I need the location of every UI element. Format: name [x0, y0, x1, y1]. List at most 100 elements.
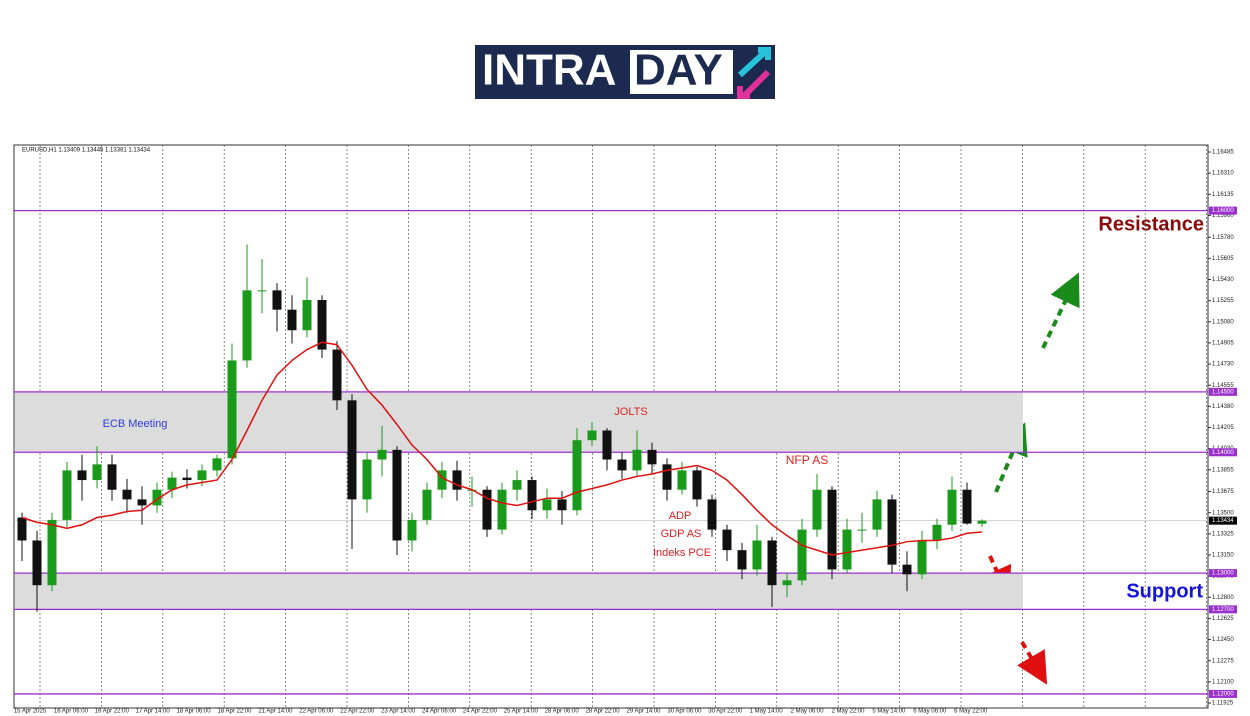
- x-tick-label: 16 Apr 06:00: [54, 709, 89, 715]
- level-tag: [1209, 387, 1237, 396]
- x-tick-label: 23 Apr 14:00: [381, 709, 416, 715]
- arrow: [1017, 640, 1048, 685]
- candle-body: [827, 489, 837, 570]
- candle-body: [737, 550, 747, 570]
- y-tick-label: 1.15430: [1212, 277, 1234, 283]
- x-tick-label: 1 May 14:00: [750, 709, 784, 715]
- x-tick-label: 5 May 14:00: [872, 709, 906, 715]
- candle-body: [392, 449, 402, 541]
- candle-body: [362, 459, 372, 500]
- y-tick-label: 1.13855: [1212, 467, 1234, 473]
- candle-body: [317, 300, 327, 350]
- annotation: NFP AS: [786, 453, 828, 467]
- candle-body: [647, 449, 657, 465]
- level-label: 1.14500: [1212, 389, 1234, 395]
- candle-body: [452, 470, 462, 490]
- logo-icon: [737, 47, 771, 78]
- annotation: JOLTS: [614, 406, 647, 418]
- candle-body: [722, 529, 732, 551]
- x-tick-label: 25 Apr 14:00: [504, 709, 539, 715]
- y-tick-label: 1.14380: [1212, 404, 1234, 410]
- x-tick-label: 16 Apr 22:00: [95, 709, 130, 715]
- candle-body: [812, 489, 822, 530]
- y-tick-label: 1.13500: [1212, 510, 1234, 516]
- candle-body: [857, 529, 867, 531]
- y-tick-label: 1.12800: [1212, 595, 1234, 601]
- candle-body: [482, 489, 492, 530]
- candle-body: [32, 540, 42, 586]
- candle-body: [122, 489, 132, 500]
- x-tick-label: 6 May 06:00: [913, 709, 947, 715]
- y-tick-label: 1.16135: [1212, 192, 1234, 198]
- x-tick-label: 2 May 06:00: [791, 709, 825, 715]
- logo-box: [630, 50, 733, 94]
- candle-body: [167, 477, 177, 490]
- candle-body: [797, 529, 807, 581]
- candle-body: [62, 470, 72, 520]
- x-tick-label: 24 Apr 22:00: [463, 709, 498, 715]
- x-tick-label: 22 Apr 22:00: [340, 709, 375, 715]
- annotation: ADP: [669, 510, 692, 522]
- x-tick-label: 6 May 22:00: [954, 709, 988, 715]
- annotation: Support: [1126, 580, 1203, 602]
- y-tick-label: 1.14905: [1212, 340, 1234, 346]
- candle-body: [872, 499, 882, 530]
- level-tag: [1209, 605, 1237, 614]
- x-tick-label: 30 Apr 22:00: [708, 709, 743, 715]
- logo-text: DAY: [634, 46, 723, 95]
- candle-body: [677, 470, 687, 490]
- logo: INTRA DAY: [475, 45, 775, 99]
- y-tick-label: 1.12275: [1212, 658, 1234, 664]
- y-tick-label: 1.16485: [1212, 150, 1234, 156]
- y-tick-label: 1.14205: [1212, 425, 1234, 431]
- annotation: Resistance: [1098, 213, 1204, 235]
- candle-body: [692, 470, 702, 500]
- candle-body: [542, 499, 552, 511]
- candle-body: [527, 480, 537, 511]
- annotation: Indeks PCE: [653, 547, 711, 559]
- y-tick-label: 1.15255: [1212, 298, 1234, 304]
- candle-body: [962, 489, 972, 524]
- x-tick-label: 17 Apr 14:00: [136, 709, 171, 715]
- y-tick-label: 1.12625: [1212, 616, 1234, 622]
- candle-body: [332, 349, 342, 401]
- y-tick-label: 1.12100: [1212, 679, 1234, 685]
- y-tick-label: 1.14730: [1212, 362, 1234, 368]
- candle-body: [767, 540, 777, 586]
- current-tag: [1209, 516, 1237, 525]
- y-tick-label: 1.16310: [1212, 171, 1234, 177]
- chart-title: EURUSD,H1 1.13409 1.13445 1.13381 1.1343…: [22, 148, 151, 154]
- candle-body: [407, 519, 417, 541]
- x-tick-label: 18 Apr 06:00: [177, 709, 212, 715]
- candle-body: [977, 520, 987, 524]
- zone: [15, 573, 1023, 610]
- candle-body: [557, 499, 567, 511]
- y-tick-label: 1.14555: [1212, 383, 1234, 389]
- y-tick-label: 1.15960: [1212, 213, 1234, 219]
- x-tick-label: 21 Apr 14:00: [258, 709, 293, 715]
- y-tick-label: 1.12450: [1212, 637, 1234, 643]
- candle-body: [92, 464, 102, 481]
- logo-text: INTRA: [482, 46, 616, 95]
- y-tick-label: 1.15780: [1212, 235, 1234, 241]
- candle-body: [572, 440, 582, 511]
- level-label: 1.12000: [1212, 692, 1234, 698]
- candle-body: [902, 564, 912, 575]
- candle-body: [227, 360, 237, 459]
- candle-body: [47, 519, 57, 586]
- candle-body: [662, 464, 672, 490]
- candle-body: [197, 470, 207, 481]
- level-label: 1.12700: [1212, 607, 1234, 613]
- candle-body: [617, 459, 627, 471]
- candle-body: [377, 449, 387, 460]
- x-tick-label: 29 Apr 14:00: [626, 709, 661, 715]
- x-tick-label: 2 May 22:00: [831, 709, 865, 715]
- candle-body: [107, 464, 117, 490]
- candle-body: [587, 430, 597, 441]
- candle-body: [752, 540, 762, 570]
- candle-body: [17, 517, 27, 541]
- x-tick-label: 24 Apr 06:00: [422, 709, 457, 715]
- candle-body: [257, 290, 267, 292]
- annotation: GDP AS: [661, 528, 702, 540]
